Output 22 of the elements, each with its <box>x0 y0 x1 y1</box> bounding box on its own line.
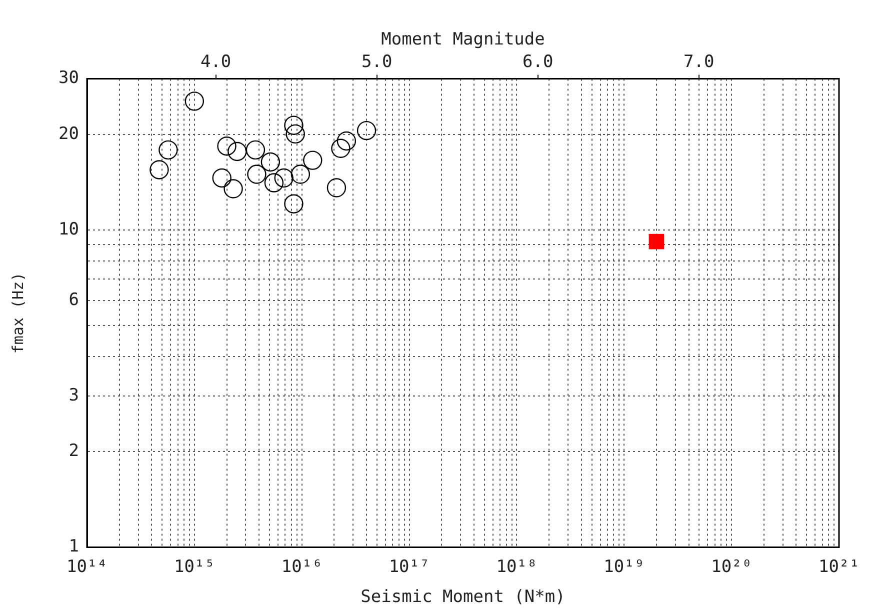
x-tick-label: 10¹⁸ <box>496 556 538 577</box>
x-tick-label: 10²⁰ <box>711 556 752 577</box>
x-tick-label: 10¹⁷ <box>388 556 430 577</box>
y-tick-label: 6 <box>68 290 79 310</box>
x-axis-title: Seismic Moment (N*m) <box>360 587 566 608</box>
x-tick-label: 10¹⁵ <box>174 556 215 577</box>
y-tick-label: 1 <box>68 536 79 557</box>
x2-tick-label: 7.0 <box>684 52 714 72</box>
x2-tick-label: 4.0 <box>200 52 232 72</box>
y-tick-label: 20 <box>58 124 79 144</box>
y-tick-label: 2 <box>68 441 79 462</box>
y-tick-label: 10 <box>58 220 79 240</box>
x-tick-label: 10²¹ <box>818 556 860 577</box>
x-tick-label: 10¹⁹ <box>604 556 645 577</box>
y-tick-label: 3 <box>68 385 79 406</box>
x-tick-label: 10¹⁶ <box>281 556 322 577</box>
x2-tick-label: 5.0 <box>361 52 392 72</box>
x2-tick-label: 6.0 <box>522 52 554 72</box>
y-tick-label: 30 <box>58 68 79 88</box>
x-tick-label: 10¹⁴ <box>66 556 108 577</box>
y-axis-title: fmax (Hz) <box>8 272 27 354</box>
x2-axis-title: Moment Magnitude <box>381 30 545 50</box>
